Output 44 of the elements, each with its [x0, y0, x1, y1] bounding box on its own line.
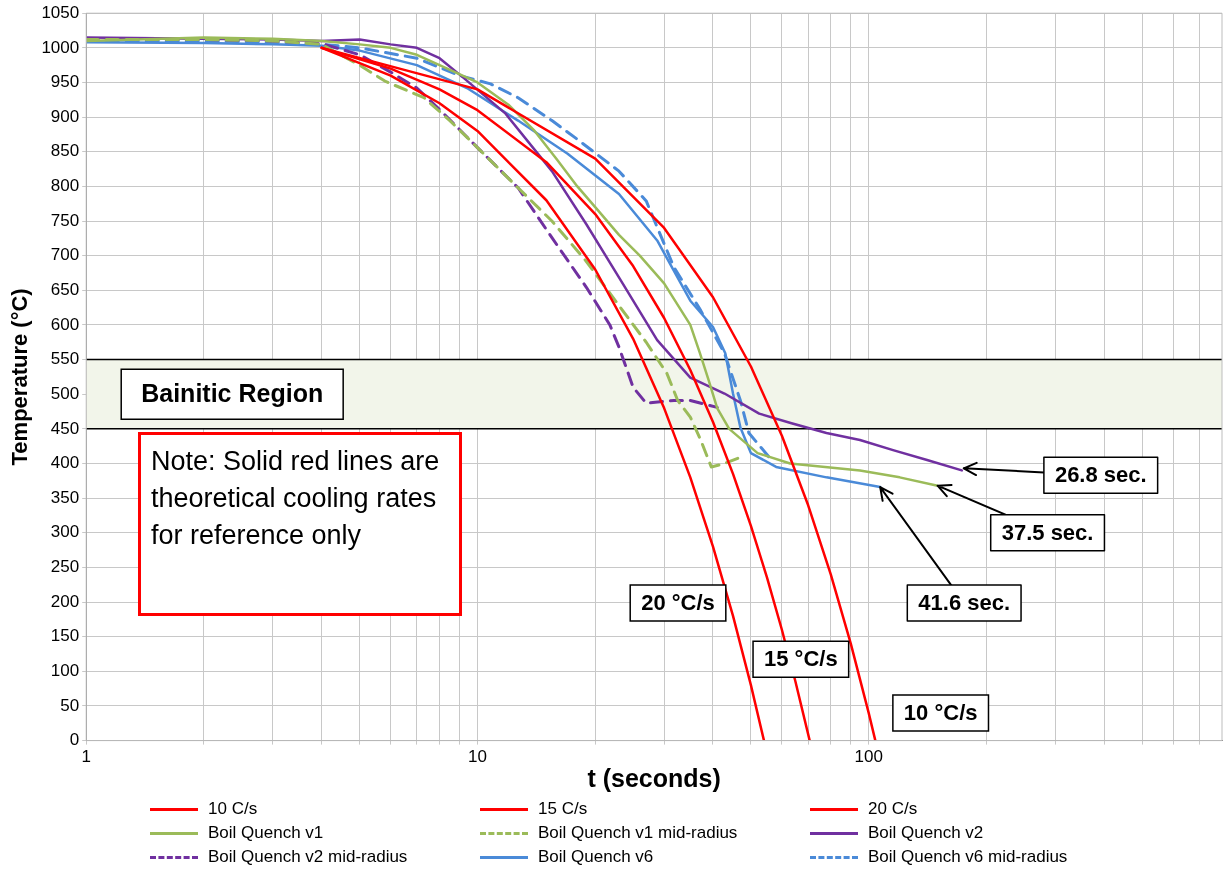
annotation: 10 °C/s: [903, 699, 978, 725]
legend-label: Boil Quench v2 mid-radius: [208, 847, 408, 867]
y-tick-label: 250: [50, 557, 80, 577]
x-tick-label: 10: [467, 747, 487, 767]
y-tick-label: 600: [50, 314, 80, 334]
legend-label: Boil Quench v1: [208, 823, 324, 843]
legend-label: 10 C/s: [208, 799, 258, 819]
legend-label: Boil Quench v6: [538, 847, 654, 867]
y-tick-label: 550: [50, 349, 80, 369]
x-tick-label: 1: [81, 747, 91, 767]
y-tick-label: 150: [50, 626, 80, 646]
y-tick-label: 450: [50, 418, 80, 438]
y-tick-label: 200: [50, 591, 80, 611]
x-axis-title: t (seconds): [587, 763, 721, 792]
y-tick-label: 850: [50, 141, 80, 161]
y-tick-label: 500: [50, 383, 80, 403]
y-tick-label: 300: [50, 522, 80, 542]
legend-label: Boil Quench v1 mid-radius: [538, 823, 738, 843]
y-tick-label: 750: [50, 210, 80, 230]
y-tick-label: 900: [50, 106, 80, 126]
annotation: 26.8 sec.: [1054, 462, 1147, 488]
legend-label: Boil Quench v6 mid-radius: [868, 847, 1068, 867]
y-tick-label: 700: [50, 245, 80, 265]
y-axis-title: Temperature (°C): [7, 288, 33, 466]
y-tick-label: 1050: [41, 2, 80, 22]
annotation: 20 °C/s: [641, 589, 715, 615]
annotation: 41.6 sec.: [918, 590, 1011, 616]
y-tick-label: 400: [50, 453, 80, 473]
y-tick-label: 50: [60, 695, 80, 715]
y-tick-label: 800: [50, 176, 80, 196]
legend-label: Boil Quench v2: [868, 823, 984, 843]
y-tick-label: 650: [50, 279, 80, 299]
annotation: 15 °C/s: [764, 646, 838, 672]
legend-label: 15 C/s: [538, 799, 588, 819]
y-tick-label: 0: [69, 730, 80, 750]
annotation: 37.5 sec.: [1001, 519, 1094, 545]
y-tick-label: 1000: [41, 37, 80, 57]
y-tick-label: 350: [50, 487, 80, 507]
note-box: Note: Solid red lines are theoretical cooling rates for reference only: [138, 432, 462, 616]
y-tick-label: 100: [50, 661, 80, 681]
x-tick-label: 100: [854, 747, 883, 767]
band-label: Bainitic Region: [141, 379, 324, 408]
y-tick-label: 950: [50, 72, 80, 92]
legend-label: 20 C/s: [868, 799, 918, 819]
